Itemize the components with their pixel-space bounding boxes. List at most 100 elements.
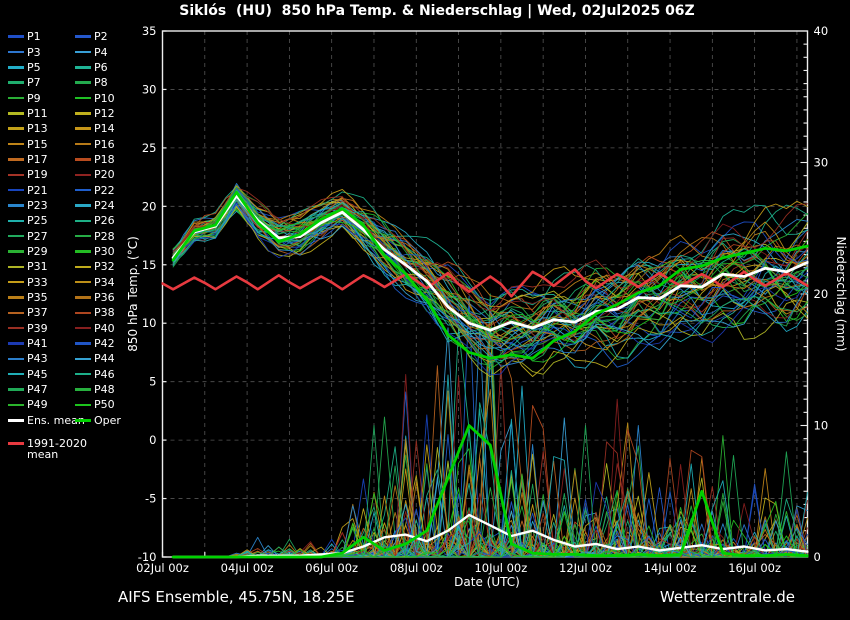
legend-label: P29 [27,244,48,258]
legend-swatch [8,66,24,69]
x-tick-label: 04Jul 00z [221,561,274,575]
legend-swatch [75,96,91,100]
legend-item-p22: P22 [75,182,150,197]
left-tick-label: 10 [142,316,157,330]
legend-swatch [75,326,91,330]
legend-item-p19: P19 [8,167,75,182]
left-tick-label: 30 [142,82,157,96]
legend-swatch [75,296,91,299]
legend-item-p41: P41 [8,336,75,351]
legend-label: P32 [94,260,115,274]
legend-label: P11 [27,106,48,120]
legend-item-p33: P33 [8,275,75,290]
legend-swatch [8,234,24,238]
legend-swatch [75,234,91,238]
legend-swatch [8,81,24,84]
legend-item-p10: P10 [75,90,150,105]
legend-label: P10 [94,91,115,105]
x-tick-label: 10Jul 00z [474,561,527,575]
legend-swatch [8,403,24,407]
legend-label: P12 [94,106,115,120]
legend-label: P27 [27,229,48,243]
legend-label: Oper [94,413,121,427]
legend-swatch [75,66,91,69]
left-tick-label: 35 [142,24,157,38]
legend-swatch [75,158,91,161]
legend-item-p26: P26 [75,213,150,228]
legend-label: P44 [94,352,115,366]
legend-label: P38 [94,306,115,320]
legend-item-p50: P50 [75,397,150,412]
legend-swatch [8,311,24,315]
legend-label: P22 [94,183,115,197]
legend-swatch [75,112,91,115]
site-caption: Wetterzentrale.de [659,588,795,606]
legend-swatch [75,142,91,146]
x-tick-label: 12Jul 00z [559,561,612,575]
legend-label: P16 [94,137,115,151]
legend-swatch [75,342,91,345]
legend-item-ens-mean: Ens. mean [8,413,85,428]
legend-label: P18 [94,152,115,166]
legend-swatch [75,50,91,54]
legend-swatch [75,127,91,130]
legend-item-p29: P29 [8,244,75,259]
legend-item-p46: P46 [75,367,150,382]
legend-item-p18: P18 [75,152,150,167]
legend-label: P6 [94,60,108,74]
legend-swatch [8,50,24,54]
legend-item-p28: P28 [75,228,150,243]
legend-swatch [8,96,24,100]
legend-swatch [75,311,91,315]
legend-swatch [75,188,91,192]
legend-swatch [8,265,24,269]
legend-label: P48 [94,383,115,397]
legend-item-p40: P40 [75,321,150,336]
legend-swatch [75,219,91,223]
legend-label: P26 [94,214,115,228]
legend-item-p34: P34 [75,275,150,290]
legend-item-p6: P6 [75,60,150,75]
legend-label: P40 [94,321,115,335]
legend-swatch [8,418,24,423]
legend-label: P20 [94,168,115,182]
legend-label: P1 [27,30,41,44]
climate-mean-line [161,268,809,298]
oper-precip-line [171,424,809,559]
legend-label: P30 [94,244,115,258]
oper-temp-line [171,190,809,360]
legend-swatch [8,188,24,192]
legend-swatch [8,296,24,299]
legend-item-p37: P37 [8,305,75,320]
legend-item-p49: P49 [8,397,75,412]
legend-item-p31: P31 [8,259,75,274]
legend-swatch [75,35,91,38]
legend-swatch [75,250,91,253]
x-tick-label: 14Jul 00z [644,561,697,575]
right-tick-label: 10 [814,419,829,433]
legend-swatch [75,280,91,284]
legend-item-p2: P2 [75,29,150,44]
x-tick-label: 08Jul 00z [390,561,443,575]
legend-label: P9 [27,91,41,105]
legend-label: P14 [94,122,115,136]
legend-swatch [75,388,91,391]
legend-item-p32: P32 [75,259,150,274]
legend-item-p21: P21 [8,182,75,197]
legend-item-oper: Oper [75,413,150,428]
legend-label: P34 [94,275,115,289]
legend-label: P50 [94,398,115,412]
legend-label: P37 [27,306,48,320]
legend-swatch [8,326,24,330]
legend-swatch [8,112,24,115]
legend-label: P3 [27,45,41,59]
legend-label: P28 [94,229,115,243]
legend-label: P2 [94,30,108,44]
legend-item-p7: P7 [8,75,75,90]
legend-swatch [8,173,24,177]
legend-item-p25: P25 [8,213,75,228]
right-tick-label: 20 [814,287,829,301]
legend-swatch [8,250,24,253]
legend-label: P21 [27,183,48,197]
